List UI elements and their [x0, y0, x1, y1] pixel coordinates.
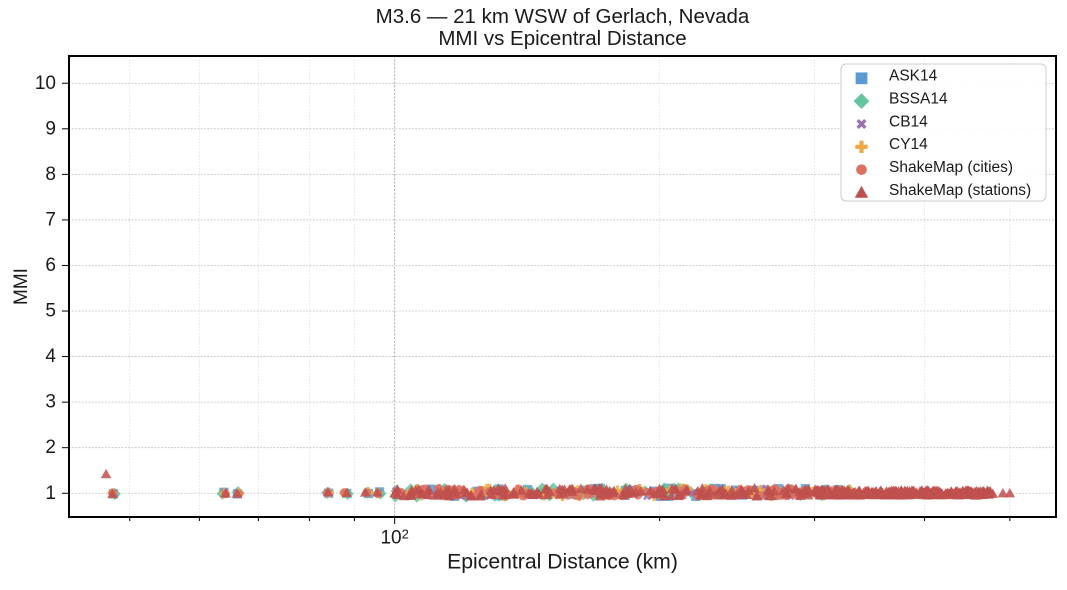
svg-text:2: 2	[45, 437, 56, 458]
svg-text:3: 3	[45, 392, 56, 413]
svg-text:9: 9	[45, 118, 56, 139]
svg-text:ASK14: ASK14	[889, 68, 938, 85]
svg-text:1: 1	[45, 483, 56, 504]
svg-text:Epicentral Distance (km): Epicentral Distance (km)	[447, 551, 678, 574]
svg-text:6: 6	[45, 255, 56, 276]
svg-text:7: 7	[45, 209, 56, 230]
svg-text:CY14: CY14	[889, 136, 928, 153]
svg-text:M3.6 — 21 km WSW of Gerlach, N: M3.6 — 21 km WSW of Gerlach, Nevada	[376, 5, 750, 28]
svg-text:4: 4	[45, 346, 56, 367]
svg-text:10: 10	[35, 73, 56, 94]
svg-text:MMI: MMI	[11, 268, 32, 305]
svg-text:CB14: CB14	[889, 113, 928, 130]
svg-text:ShakeMap (cities): ShakeMap (cities)	[889, 159, 1013, 176]
svg-text:BSSA14: BSSA14	[889, 90, 948, 107]
svg-text:5: 5	[45, 301, 56, 322]
svg-text:ShakeMap (stations): ShakeMap (stations)	[889, 182, 1031, 199]
svg-text:MMI vs Epicentral Distance: MMI vs Epicentral Distance	[438, 27, 686, 50]
svg-text:8: 8	[45, 164, 56, 185]
